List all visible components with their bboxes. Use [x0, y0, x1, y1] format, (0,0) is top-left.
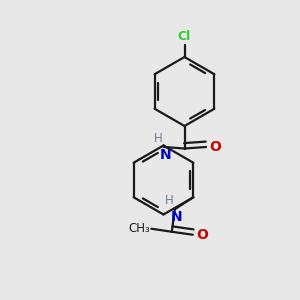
Text: H: H: [154, 132, 163, 145]
Text: O: O: [196, 228, 208, 242]
Text: Cl: Cl: [178, 31, 191, 44]
Text: N: N: [171, 210, 182, 224]
Text: H: H: [165, 194, 174, 207]
Text: N: N: [160, 148, 171, 162]
Text: CH₃: CH₃: [128, 222, 150, 235]
Text: O: O: [209, 140, 221, 154]
